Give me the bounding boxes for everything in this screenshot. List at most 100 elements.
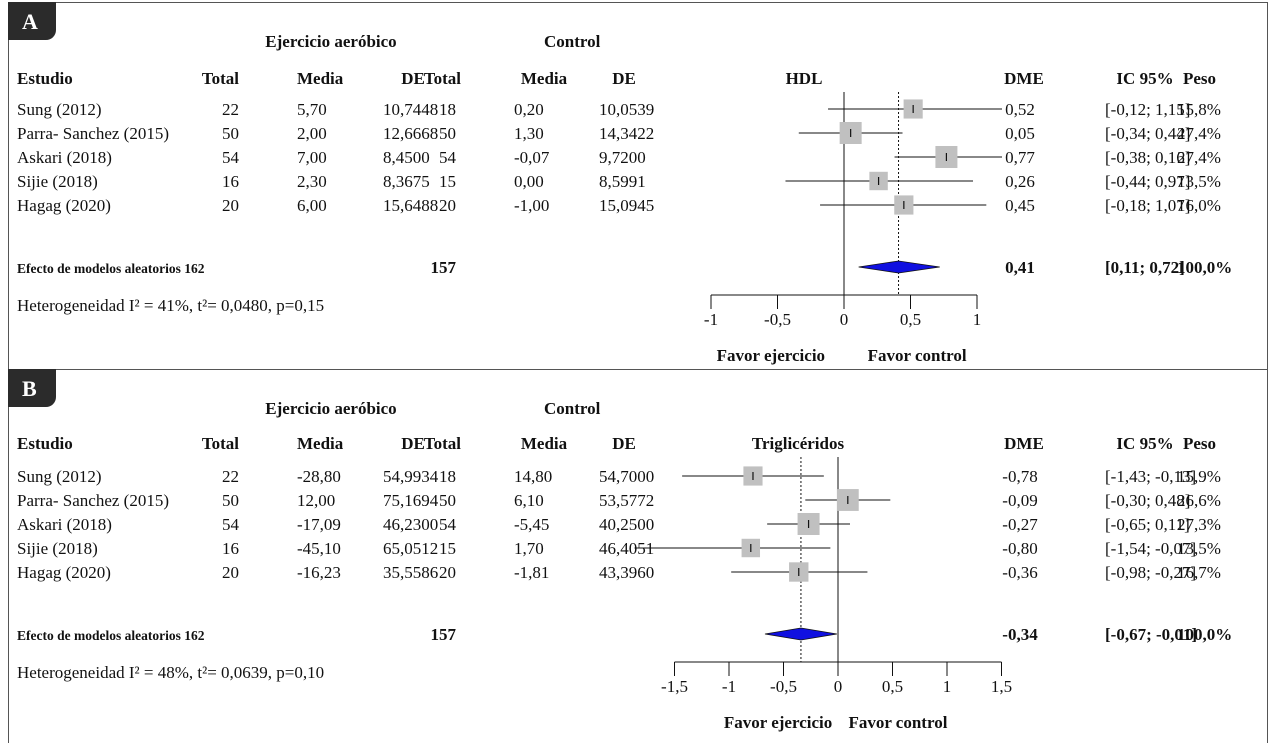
panel-a-chart: Ejercicio aeróbico Control Estudio Total Med… (17, 32, 1232, 365)
column-header: IC 95% (1116, 434, 1173, 453)
smd-value: -0,27 (1002, 515, 1038, 534)
column-header: Peso (1183, 69, 1216, 88)
column-header: DME (1004, 69, 1044, 88)
column-header: Total (424, 69, 461, 88)
column-header: Media (297, 434, 344, 453)
ctl-mean: -1,81 (514, 563, 549, 582)
study-name: Sijie (2018) (17, 172, 98, 191)
study-name: Parra- Sanchez (2015) (17, 124, 169, 143)
column-header: Peso (1183, 434, 1216, 453)
ci-value: [-0,12; 1,15] (1105, 100, 1190, 119)
exp-total: 16 (222, 172, 239, 191)
column-header: DE (401, 69, 425, 88)
pooled-label: Efecto de modelos aleatorios 162 (17, 628, 205, 643)
favor-right-label: Favor control (848, 713, 947, 732)
ctl-total: 18 (439, 100, 456, 119)
ctl-mean: 0,20 (514, 100, 544, 119)
pooled-weight: 100,0% (1177, 258, 1232, 277)
chart-title: HDL (786, 69, 823, 88)
exp-mean: 2,30 (297, 172, 327, 191)
ctl-mean: -5,45 (514, 515, 549, 534)
panel-a-label: A (8, 2, 56, 40)
heterogeneity-text: Heterogeneidad I² = 41%, t²= 0,0480, p=0… (17, 296, 324, 315)
ctl-total: 50 (439, 124, 456, 143)
group-header-exercise: Ejercicio aeróbico (265, 32, 396, 51)
study-name: Sung (2012) (17, 467, 102, 486)
pooled-weight: 100,0% (1177, 625, 1232, 644)
ci-value: [-0,30; 0,48] (1105, 491, 1190, 510)
study-name: Sijie (2018) (17, 539, 98, 558)
x-tick-label: -0,5 (764, 310, 791, 329)
study-name: Askari (2018) (17, 148, 112, 167)
ctl-sd: 43,3960 (599, 563, 654, 582)
ci-value: [-0,18; 1,07] (1105, 196, 1190, 215)
panel-a: Ejercicio aeróbico Control Estudio Total Med… (8, 2, 1268, 372)
ctl-mean: 14,80 (514, 467, 552, 486)
panel-b-label: B (8, 369, 56, 407)
favor-left-label: Favor ejercicio (717, 346, 825, 365)
ctl-sd: 10,0539 (599, 100, 654, 119)
column-header: DE (612, 434, 636, 453)
ctl-mean: -1,00 (514, 196, 549, 215)
exp-sd: 35,5586 (383, 563, 438, 582)
pooled-ci: [-0,67; -0,01] (1105, 625, 1197, 644)
column-header: DME (1004, 434, 1044, 453)
exp-total: 54 (222, 515, 240, 534)
pooled-diamond (858, 260, 940, 274)
ctl-total: 15 (439, 172, 456, 191)
favor-left-label: Favor ejercicio (724, 713, 832, 732)
x-tick-label: 0 (834, 677, 843, 696)
ctl-total: 18 (439, 467, 456, 486)
ctl-total: 20 (439, 196, 456, 215)
exp-total: 50 (222, 124, 239, 143)
x-tick-label: 1 (973, 310, 982, 329)
x-tick-label: 0 (840, 310, 849, 329)
x-tick-label: -1 (722, 677, 736, 696)
column-header: DE (612, 69, 636, 88)
exp-total: 20 (222, 196, 239, 215)
x-tick-label: 0,5 (900, 310, 921, 329)
pooled-ctl-total: 157 (431, 625, 457, 644)
x-tick-label: 0,5 (882, 677, 903, 696)
exp-sd: 46,2300 (383, 515, 438, 534)
pooled-ctl-total: 157 (431, 258, 457, 277)
study-name: Parra- Sanchez (2015) (17, 491, 169, 510)
ctl-total: 54 (439, 515, 457, 534)
smd-value: 0,52 (1005, 100, 1035, 119)
column-header: Estudio (17, 434, 73, 453)
x-tick-label: -0,5 (770, 677, 797, 696)
column-header: Media (297, 69, 344, 88)
smd-value: -0,36 (1002, 563, 1037, 582)
weight-value: 27,3% (1177, 515, 1221, 534)
x-tick-label: -1,5 (661, 677, 688, 696)
ctl-sd: 14,3422 (599, 124, 654, 143)
ctl-total: 20 (439, 563, 456, 582)
ctl-sd: 46,4051 (599, 539, 654, 558)
column-header: Media (521, 434, 568, 453)
ctl-total: 54 (439, 148, 457, 167)
ci-value: [-0,65; 0,11] (1105, 515, 1190, 534)
ci-value: [-0,98; -0,27] (1105, 563, 1196, 582)
exp-total: 54 (222, 148, 240, 167)
study-name: Sung (2012) (17, 100, 102, 119)
weight-value: 27,4% (1177, 124, 1221, 143)
panel-b-chart: Ejercicio aeróbico Control Estudio Total Med… (17, 399, 1232, 732)
exp-sd: 8,4500 (383, 148, 430, 167)
smd-value: 0,77 (1005, 148, 1035, 167)
exp-mean: -45,10 (297, 539, 341, 558)
exp-sd: 12,6668 (383, 124, 438, 143)
weight-value: 15,8% (1177, 100, 1221, 119)
ctl-sd: 9,7200 (599, 148, 646, 167)
ctl-sd: 54,7000 (599, 467, 654, 486)
exp-mean: -17,09 (297, 515, 341, 534)
smd-value: 0,45 (1005, 196, 1035, 215)
column-header: Media (521, 69, 568, 88)
weight-value: 13,5% (1177, 172, 1221, 191)
exp-mean: -28,80 (297, 467, 341, 486)
exp-total: 20 (222, 563, 239, 582)
ci-value: [-1,43; -0,13] (1105, 467, 1196, 486)
x-tick-label: 1 (943, 677, 952, 696)
exp-sd: 75,1694 (383, 491, 439, 510)
ci-value: [-1,54; -0,07] (1105, 539, 1196, 558)
pooled-diamond (764, 627, 837, 641)
